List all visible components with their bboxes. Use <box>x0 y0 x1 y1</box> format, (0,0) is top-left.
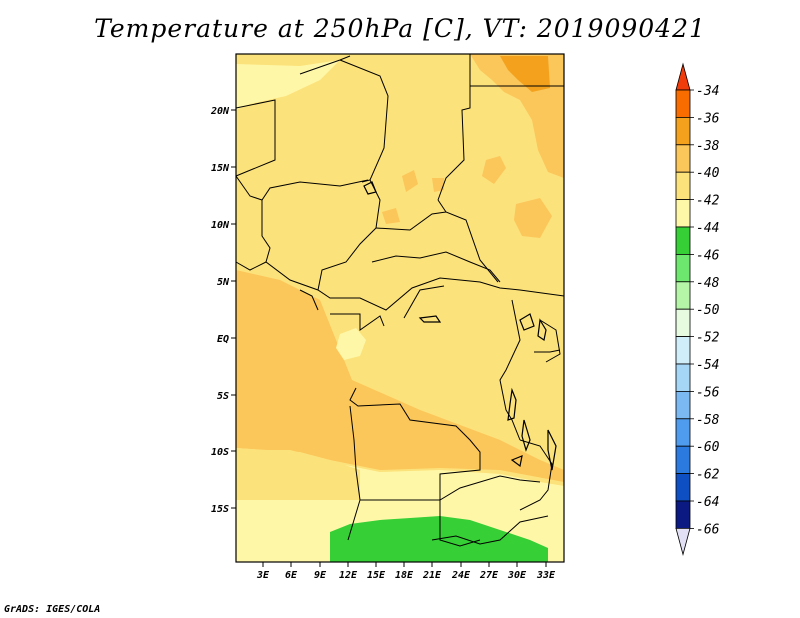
lat-tick-label: EQ <box>217 334 229 345</box>
colorbar-swatch <box>675 253 691 283</box>
lon-tick-label: 21E <box>422 570 442 581</box>
colorbar-bottom-arrow <box>675 528 691 556</box>
colorbar-swatch <box>675 308 691 338</box>
colorbar-swatch <box>675 171 691 200</box>
colorbar-label: -60 <box>696 440 720 455</box>
lon-tick-label: 12E <box>339 570 358 581</box>
lon-tick-label: 27E <box>479 570 499 581</box>
lon-tick-label: 9E <box>314 570 327 581</box>
colorbar-label: -56 <box>696 385 720 400</box>
lat-tick-label: 10N <box>211 220 230 231</box>
colorbar-label: -52 <box>696 331 720 346</box>
lakes <box>363 181 557 471</box>
colorbar-top-arrow <box>675 62 691 91</box>
colorbar-label: -62 <box>696 468 720 483</box>
colorbar-swatch <box>675 226 691 255</box>
warm-band-southwest <box>236 270 564 482</box>
colorbar-label: -44 <box>696 221 719 236</box>
map-frame <box>235 53 565 563</box>
colorbar-swatch <box>675 445 691 475</box>
lat-tick-label: 15N <box>211 163 230 174</box>
colorbar-swatch <box>675 363 691 392</box>
colorbar-swatch <box>675 144 691 173</box>
colorbar-label: -38 <box>696 139 720 154</box>
map-title: Temperature at 250hPa [C], VT: 201909042… <box>94 14 706 43</box>
lat-tick-label: 15S <box>211 504 229 515</box>
colorbar-label: -36 <box>696 111 720 126</box>
colorbar-label: -66 <box>696 522 720 537</box>
map-panel: 20N 15N 10N 5N EQ 5S 10S 15S 3E 6E 9E 12E 15E 18E 21E… <box>210 53 565 581</box>
lon-tick-label: 15E <box>367 570 386 581</box>
colorbar-swatch <box>675 199 691 228</box>
colorbar-label: -64 <box>696 495 719 510</box>
colorbar-label: -58 <box>696 413 720 428</box>
lon-tick-label: 3E <box>256 570 270 581</box>
colorbar-swatch <box>675 418 691 447</box>
colorbar: -34 -36 -38 -40 -42 -44 -46 -48 -50 -52 -54 -56 -58 -… <box>675 62 720 556</box>
colorbar-swatch <box>675 473 691 502</box>
colorbar-label: -42 <box>696 194 720 209</box>
colorbar-label: -46 <box>696 248 720 263</box>
colorbar-label: -34 <box>696 84 719 99</box>
lat-tick-label: 10S <box>211 447 229 458</box>
colorbar-label: -50 <box>696 303 720 318</box>
colorbar-swatch <box>675 390 691 420</box>
lon-tick-label: 18E <box>395 570 414 581</box>
colorbar-label: -48 <box>696 276 720 291</box>
lat-tick-label: 5N <box>217 277 230 288</box>
colorbar-label: -54 <box>696 358 719 373</box>
grads-credit: GrADS: IGES/COLA <box>4 604 101 615</box>
colorbar-swatch <box>675 89 691 118</box>
colorbar-swatch <box>675 117 691 146</box>
colorbar-swatch <box>675 336 691 365</box>
lon-tick-label: 24E <box>451 570 471 581</box>
country-borders <box>235 54 565 547</box>
hot-spot-northeast <box>500 56 550 92</box>
colorbar-swatch <box>675 500 691 529</box>
colorbar-swatch <box>675 281 691 310</box>
lon-tick-label: 6E <box>285 570 298 581</box>
lat-tick-label: 20N <box>210 106 230 117</box>
lon-tick-label: 30E <box>507 570 527 581</box>
lat-tick-label: 5S <box>217 391 229 402</box>
west-margin-band <box>236 60 340 110</box>
lon-tick-label: 33E <box>536 570 556 581</box>
colorbar-label: -40 <box>696 166 720 181</box>
